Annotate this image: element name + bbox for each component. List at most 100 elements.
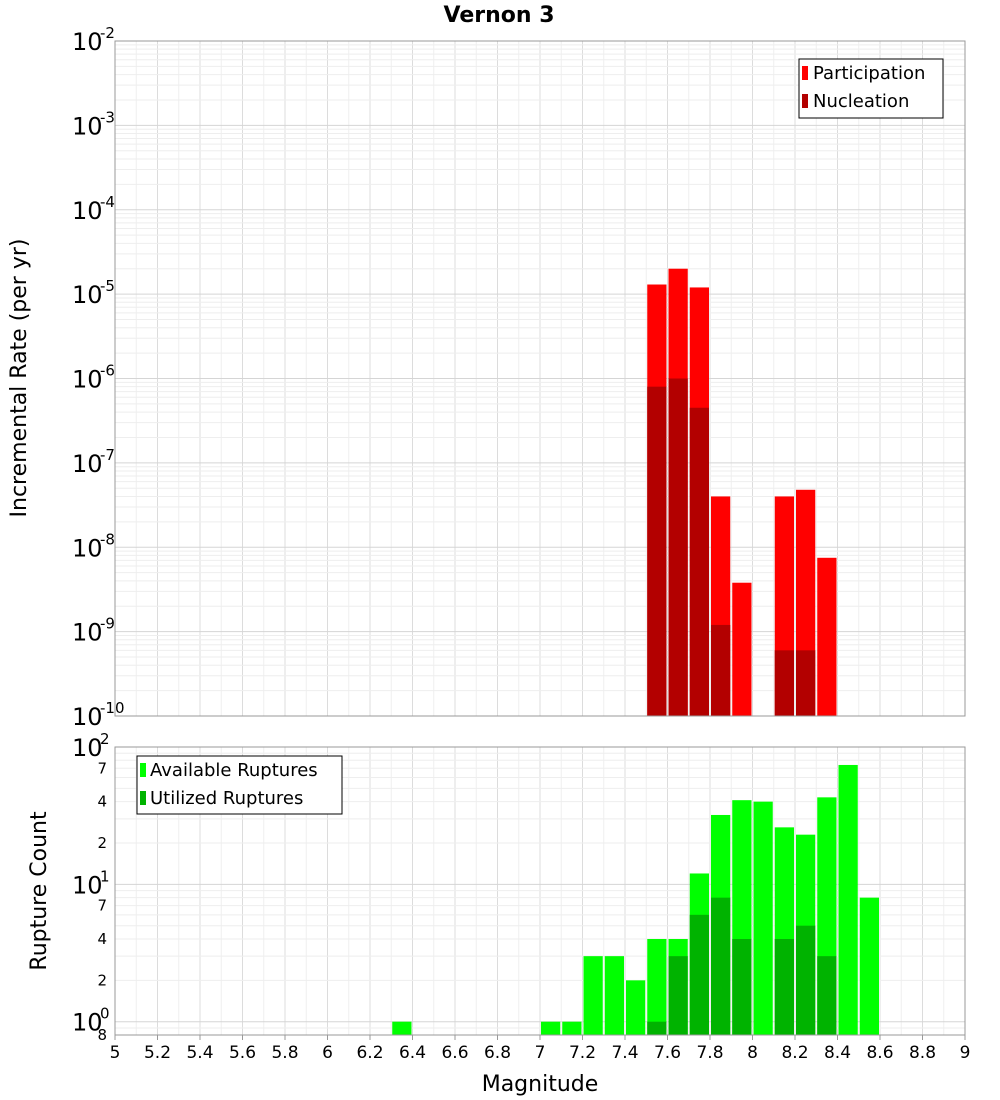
utilized-ruptures-bar <box>817 956 837 1035</box>
utilized-ruptures-bar <box>689 914 709 1035</box>
rate-y-tick-exponent: -8 <box>100 530 115 548</box>
rate-y-axis: 10-210-310-410-510-610-710-810-910-10 <box>72 24 125 731</box>
x-tick-label: 6.4 <box>399 1043 426 1063</box>
x-tick-label: 7 <box>535 1043 546 1063</box>
x-tick-label: 5.4 <box>186 1043 213 1063</box>
x-tick-label: 7.4 <box>611 1043 638 1063</box>
count-y-tick-exponent: 2 <box>100 730 110 748</box>
x-tick-label: 7.2 <box>569 1043 596 1063</box>
available-ruptures-bar <box>392 1021 412 1035</box>
rate-y-tick-label: 10 <box>72 112 103 140</box>
count-y-tick-label: 10 <box>72 734 103 762</box>
nucleation-bar <box>689 407 709 716</box>
rate-y-tick-label: 10 <box>72 619 103 647</box>
available-ruptures-bar <box>583 956 603 1035</box>
available-ruptures-bar <box>604 956 624 1035</box>
available-ruptures-bar <box>626 980 646 1035</box>
rate-y-axis-title: Incremental Rate (per yr) <box>7 239 32 518</box>
x-tick-label: 8.4 <box>824 1043 851 1063</box>
count-plot-bars <box>392 764 879 1035</box>
participation-bar <box>817 557 837 716</box>
utilized-ruptures-bar <box>668 956 688 1035</box>
rate-plot-frame <box>114 40 966 717</box>
rate-y-tick-label: 10 <box>72 450 103 478</box>
rate-legend: Participation Nucleation <box>798 58 944 119</box>
count-y-axis-title: Rupture Count <box>27 811 52 971</box>
available-ruptures-legend-label: Available Ruptures <box>150 760 318 781</box>
x-tick-label: 5.6 <box>229 1043 256 1063</box>
nucleation-bar <box>668 378 688 716</box>
rate-y-tick-exponent: -3 <box>100 108 115 126</box>
rate-y-tick-label: 10 <box>72 534 103 562</box>
nucleation-bar <box>647 386 667 716</box>
x-tick-label: 8 <box>747 1043 758 1063</box>
available-ruptures-bar <box>647 939 667 1035</box>
x-tick-label: 5.2 <box>144 1043 171 1063</box>
count-y-tick-label: 10 <box>72 871 103 899</box>
count-legend-box <box>136 755 343 815</box>
x-tick-label: 8.8 <box>909 1043 936 1063</box>
rate-y-tick-label: 10 <box>72 28 103 56</box>
count-y-tick-exponent: 0 <box>100 1005 110 1023</box>
x-tick-label: 6.2 <box>356 1043 383 1063</box>
x-tick-label: 5 <box>110 1043 121 1063</box>
rate-y-tick-exponent: -6 <box>100 362 115 380</box>
x-tick-label: 6.8 <box>484 1043 511 1063</box>
rate-y-tick-exponent: -2 <box>100 24 115 42</box>
rate-y-tick-exponent: -9 <box>100 615 115 633</box>
utilized-ruptures-bar <box>732 939 752 1035</box>
utilized-ruptures-legend-label: Utilized Ruptures <box>150 788 303 809</box>
utilized-ruptures-bar <box>711 897 731 1035</box>
rate-plot-grid <box>114 40 966 717</box>
available-ruptures-legend-swatch <box>140 763 146 777</box>
utilized-ruptures-bar <box>796 925 816 1035</box>
rate-legend-box <box>798 58 944 119</box>
count-y-minor-tick-label: 2 <box>97 834 107 852</box>
magnitude-x-axis: 5 5.2 5.4 5.6 5.8 6 6.2 6.4 6.6 6.8 7 7.2 7.4 7.6 7.8 8… <box>110 1035 971 1063</box>
x-tick-label: 8.6 <box>866 1043 893 1063</box>
nucleation-bar <box>711 624 731 716</box>
available-ruptures-bar <box>541 1021 561 1035</box>
utilized-ruptures-bar <box>647 1021 667 1035</box>
x-tick-label: 9 <box>960 1043 971 1063</box>
x-tick-label: 5.8 <box>271 1043 298 1063</box>
rate-y-tick-label: 10 <box>72 703 103 731</box>
utilized-ruptures-bar <box>774 939 794 1035</box>
count-y-minor-tick-label: 4 <box>97 793 107 811</box>
rate-plot-bars <box>647 268 837 716</box>
rate-y-tick-exponent: -10 <box>100 699 125 717</box>
count-y-tick-exponent: 1 <box>100 867 110 885</box>
rate-y-tick-exponent: -4 <box>100 193 115 211</box>
chart-title: Vernon 3 <box>444 3 555 28</box>
count-y-minor-tick-label: 4 <box>97 930 107 948</box>
count-y-minor-tick-label: 2 <box>97 971 107 989</box>
rate-y-tick-exponent: -7 <box>100 446 115 464</box>
x-tick-label: 7.8 <box>696 1043 723 1063</box>
nucleation-bar <box>796 650 816 716</box>
utilized-ruptures-legend-swatch <box>140 791 146 805</box>
x-tick-label: 6 <box>322 1043 333 1063</box>
count-y-minor-tick-label: 7 <box>97 897 107 915</box>
count-y-minor-tick-label: 8 <box>97 1026 107 1044</box>
rate-y-tick-label: 10 <box>72 281 103 309</box>
rate-y-tick-label: 10 <box>72 366 103 394</box>
nucleation-bar <box>774 650 794 716</box>
nucleation-legend-label: Nucleation <box>813 91 909 112</box>
participation-legend-swatch <box>802 66 808 80</box>
rate-y-tick-label: 10 <box>72 197 103 225</box>
available-ruptures-bar <box>562 1021 582 1035</box>
count-y-tick-label: 10 <box>72 1009 103 1037</box>
count-legend: Available Ruptures Utilized Ruptures <box>136 755 343 815</box>
available-ruptures-bar <box>838 764 858 1035</box>
rate-y-tick-exponent: -5 <box>100 277 115 295</box>
count-y-minor-tick-label: 7 <box>97 759 107 777</box>
x-axis-title: Magnitude <box>482 1072 599 1097</box>
participation-legend-label: Participation <box>813 63 925 84</box>
x-tick-label: 7.6 <box>654 1043 681 1063</box>
available-ruptures-bar <box>753 801 773 1035</box>
nucleation-legend-swatch <box>802 94 808 108</box>
x-tick-label: 6.6 <box>441 1043 468 1063</box>
participation-bar <box>732 582 752 716</box>
